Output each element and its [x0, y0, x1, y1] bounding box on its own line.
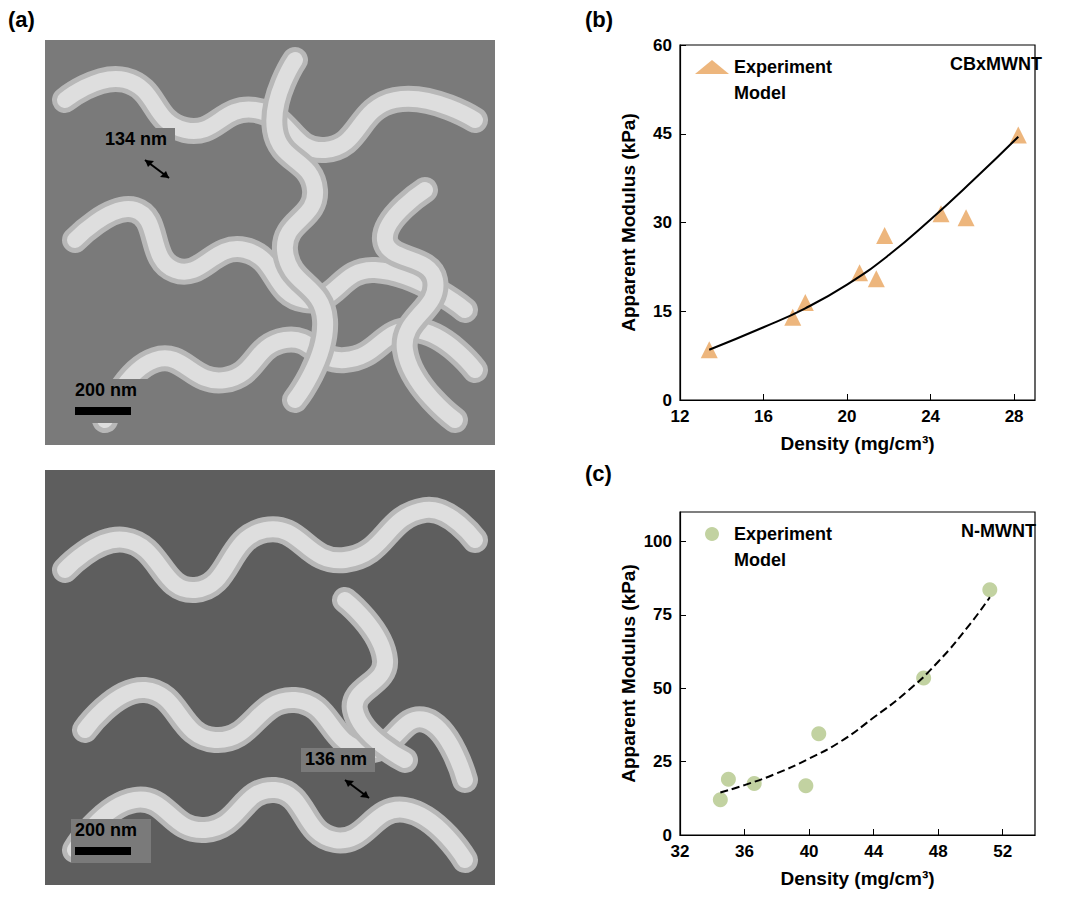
- svg-text:60: 60: [653, 36, 672, 55]
- svg-text:28: 28: [1005, 407, 1024, 426]
- svg-text:Apparent Modulus (kPa): Apparent Modulus (kPa): [618, 564, 639, 783]
- svg-text:44: 44: [864, 842, 883, 861]
- svg-text:20: 20: [838, 407, 857, 426]
- svg-text:24: 24: [921, 407, 940, 426]
- svg-text:12: 12: [671, 407, 690, 426]
- svg-text:48: 48: [929, 842, 948, 861]
- svg-text:(c): (c): [585, 461, 612, 486]
- svg-text:200 nm: 200 nm: [75, 380, 137, 400]
- svg-text:52: 52: [993, 842, 1012, 861]
- svg-text:30: 30: [653, 213, 672, 232]
- svg-text:200 nm: 200 nm: [75, 820, 137, 840]
- svg-text:36: 36: [735, 842, 754, 861]
- svg-text:Density (mg/cm³): Density (mg/cm³): [780, 433, 934, 454]
- svg-text:Model: Model: [734, 83, 786, 103]
- svg-text:Model: Model: [734, 550, 786, 570]
- svg-text:Experiment: Experiment: [734, 524, 832, 544]
- svg-text:75: 75: [653, 605, 672, 624]
- svg-text:Density (mg/cm³): Density (mg/cm³): [780, 868, 934, 889]
- svg-text:CBxMWNT: CBxMWNT: [950, 54, 1042, 74]
- svg-text:16: 16: [754, 407, 773, 426]
- svg-text:(b): (b): [585, 7, 613, 32]
- svg-text:0: 0: [662, 390, 672, 410]
- svg-text:25: 25: [653, 752, 672, 771]
- svg-text:(a): (a): [8, 7, 35, 32]
- svg-text:100: 100: [644, 532, 672, 551]
- svg-text:Apparent Modulus (kPa): Apparent Modulus (kPa): [618, 113, 639, 332]
- svg-text:15: 15: [653, 302, 672, 321]
- svg-text:134 nm: 134 nm: [105, 129, 167, 149]
- svg-text:45: 45: [653, 124, 672, 143]
- svg-text:Experiment: Experiment: [734, 57, 832, 77]
- svg-text:0: 0: [662, 825, 672, 845]
- svg-text:32: 32: [671, 842, 690, 861]
- svg-text:136 nm: 136 nm: [305, 749, 367, 769]
- svg-text:N-MWNT: N-MWNT: [961, 521, 1036, 541]
- svg-text:50: 50: [653, 679, 672, 698]
- svg-text:40: 40: [800, 842, 819, 861]
